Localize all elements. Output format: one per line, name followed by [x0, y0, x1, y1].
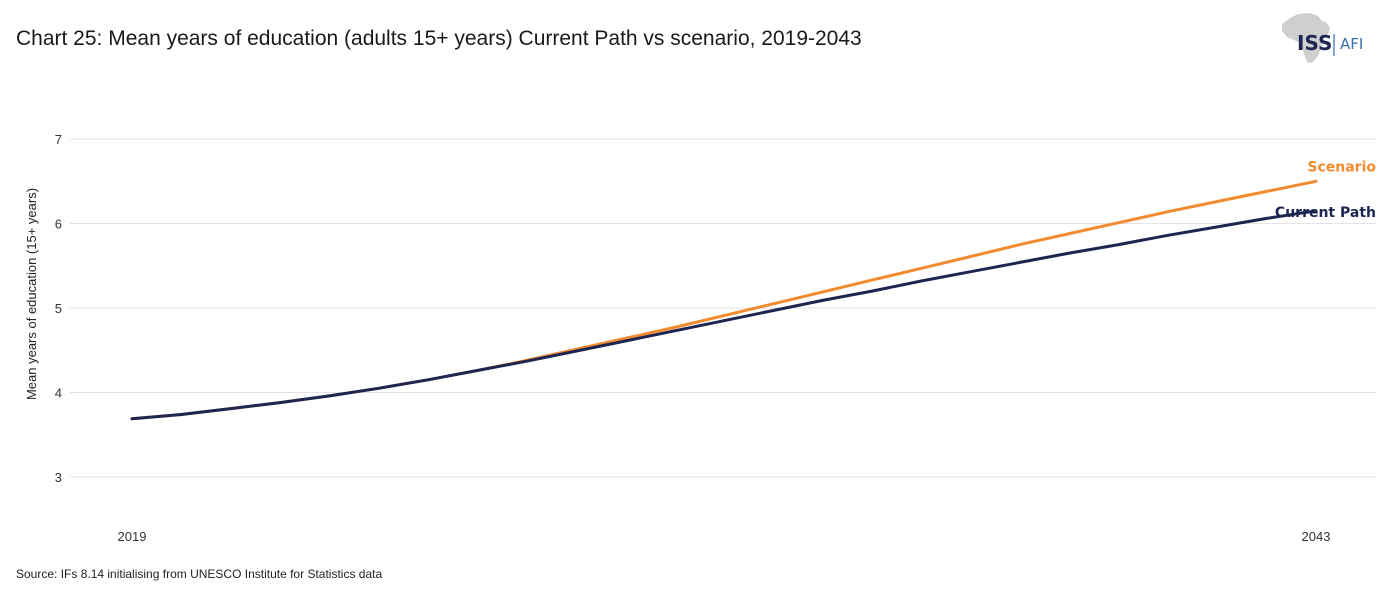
y-tick-label-3: 3	[55, 470, 62, 485]
y-tick-label-4: 4	[55, 386, 62, 401]
iss-afi-logo: ISS AFI	[1276, 10, 1376, 68]
x-tick-label-2043: 2043	[1302, 529, 1331, 544]
logo-secondary-text: AFI	[1340, 35, 1363, 53]
series-lines	[130, 179, 1318, 421]
source-note: Source: IFs 8.14 initialising from UNESC…	[16, 567, 383, 581]
x-tick-label-2019: 2019	[118, 529, 147, 544]
y-axis-title: Mean years of education (15+ years)	[24, 188, 39, 400]
series-line-scenario	[130, 179, 1318, 421]
series-labels: Scenario Current Path	[1275, 159, 1376, 221]
series-label-current-path: Current Path	[1275, 205, 1376, 221]
axis-ticks: 3 4 5 6 7 2019 2043	[55, 132, 1331, 544]
series-label-scenario: Scenario	[1307, 159, 1376, 175]
y-tick-label-6: 6	[55, 217, 62, 232]
africa-map-icon: ISS AFI	[1282, 13, 1363, 63]
series-line-current-path	[130, 209, 1318, 421]
logo-primary-text: ISS	[1297, 31, 1332, 55]
gridlines	[70, 138, 1376, 478]
chart-title: Chart 25: Mean years of education (adult…	[16, 27, 862, 50]
y-tick-label-5: 5	[55, 301, 62, 316]
y-tick-label-7: 7	[55, 132, 62, 147]
